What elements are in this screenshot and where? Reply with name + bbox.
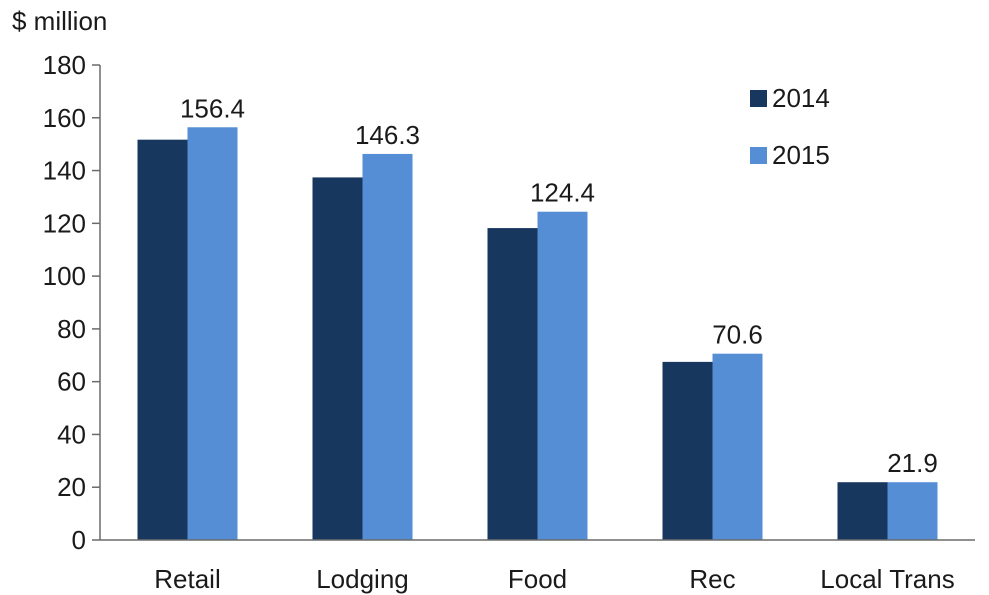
bar-2014-food [487, 228, 538, 541]
bar-2015-food [537, 211, 588, 540]
y-tick-label: 100 [43, 261, 86, 291]
x-category-label: Local Trans [820, 564, 954, 594]
x-axis-labels: Retail Lodging Food Rec Local Trans [154, 564, 954, 594]
data-label: 70.6 [712, 320, 763, 350]
bar-2015-local-trans [887, 482, 938, 540]
legend: 2014 2015 [750, 83, 830, 170]
bar-2015-rec [712, 353, 763, 540]
bar-2015-retail [187, 127, 238, 541]
y-tick-label: 140 [43, 156, 86, 186]
bar-2014-rec [662, 361, 713, 540]
legend-label: 2015 [772, 140, 830, 170]
y-axis-ticks: 0 20 40 60 80 100 120 140 160 180 [43, 50, 86, 555]
axes [92, 64, 975, 541]
data-label: 146.3 [355, 120, 420, 150]
data-label: 21.9 [887, 448, 938, 478]
bar-2014-retail [137, 139, 188, 541]
legend-swatch [750, 147, 767, 164]
y-tick-label: 40 [57, 419, 86, 449]
x-category-label: Food [508, 564, 567, 594]
data-label: 124.4 [530, 178, 595, 208]
bar-2014-local-trans [837, 482, 888, 540]
y-tick-label: 120 [43, 208, 86, 238]
y-tick-label: 160 [43, 103, 86, 133]
x-category-label: Rec [689, 564, 735, 594]
y-tick-label: 20 [57, 472, 86, 502]
y-tick-label: 180 [43, 50, 86, 80]
data-labels: 156.4 146.3 124.4 70.6 21.9 [180, 93, 938, 478]
legend-label: 2014 [772, 83, 830, 113]
bar-2015-lodging [362, 153, 413, 541]
bar-2014-lodging [312, 177, 363, 540]
y-axis-unit-label: $ million [12, 6, 107, 36]
y-tick-label: 80 [57, 314, 86, 344]
legend-swatch [750, 90, 767, 107]
x-category-label: Retail [154, 564, 220, 594]
x-category-label: Lodging [316, 564, 409, 594]
data-label: 156.4 [180, 93, 245, 123]
y-tick-label: 0 [72, 525, 86, 555]
bars [137, 127, 938, 541]
y-tick-label: 60 [57, 367, 86, 397]
